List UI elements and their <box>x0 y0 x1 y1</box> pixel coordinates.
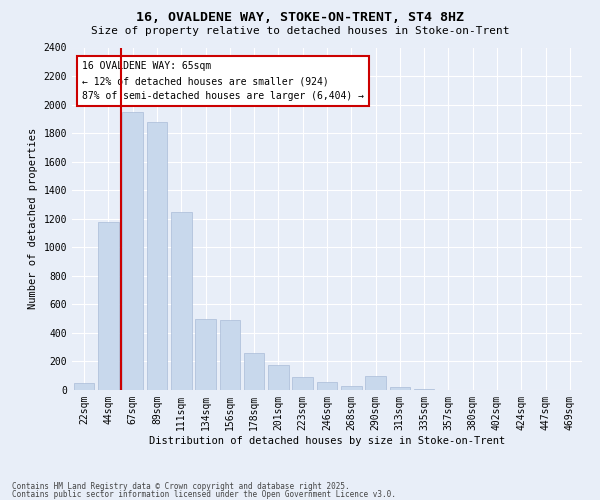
Bar <box>122 112 143 390</box>
Bar <box>195 318 216 390</box>
Bar <box>244 353 265 390</box>
Y-axis label: Number of detached properties: Number of detached properties <box>28 128 38 310</box>
Bar <box>146 122 167 390</box>
Text: Contains HM Land Registry data © Crown copyright and database right 2025.: Contains HM Land Registry data © Crown c… <box>12 482 350 491</box>
Bar <box>292 377 313 390</box>
Bar <box>268 365 289 390</box>
Text: Contains public sector information licensed under the Open Government Licence v3: Contains public sector information licen… <box>12 490 396 499</box>
Text: 16, OVALDENE WAY, STOKE-ON-TRENT, ST4 8HZ: 16, OVALDENE WAY, STOKE-ON-TRENT, ST4 8H… <box>136 11 464 24</box>
Text: 16 OVALDENE WAY: 65sqm
← 12% of detached houses are smaller (924)
87% of semi-de: 16 OVALDENE WAY: 65sqm ← 12% of detached… <box>82 61 364 101</box>
X-axis label: Distribution of detached houses by size in Stoke-on-Trent: Distribution of detached houses by size … <box>149 436 505 446</box>
Bar <box>341 386 362 390</box>
Bar <box>389 387 410 390</box>
Text: Size of property relative to detached houses in Stoke-on-Trent: Size of property relative to detached ho… <box>91 26 509 36</box>
Bar <box>317 382 337 390</box>
Bar <box>171 212 191 390</box>
Bar <box>365 376 386 390</box>
Bar <box>98 222 119 390</box>
Bar <box>220 320 240 390</box>
Bar <box>74 383 94 390</box>
